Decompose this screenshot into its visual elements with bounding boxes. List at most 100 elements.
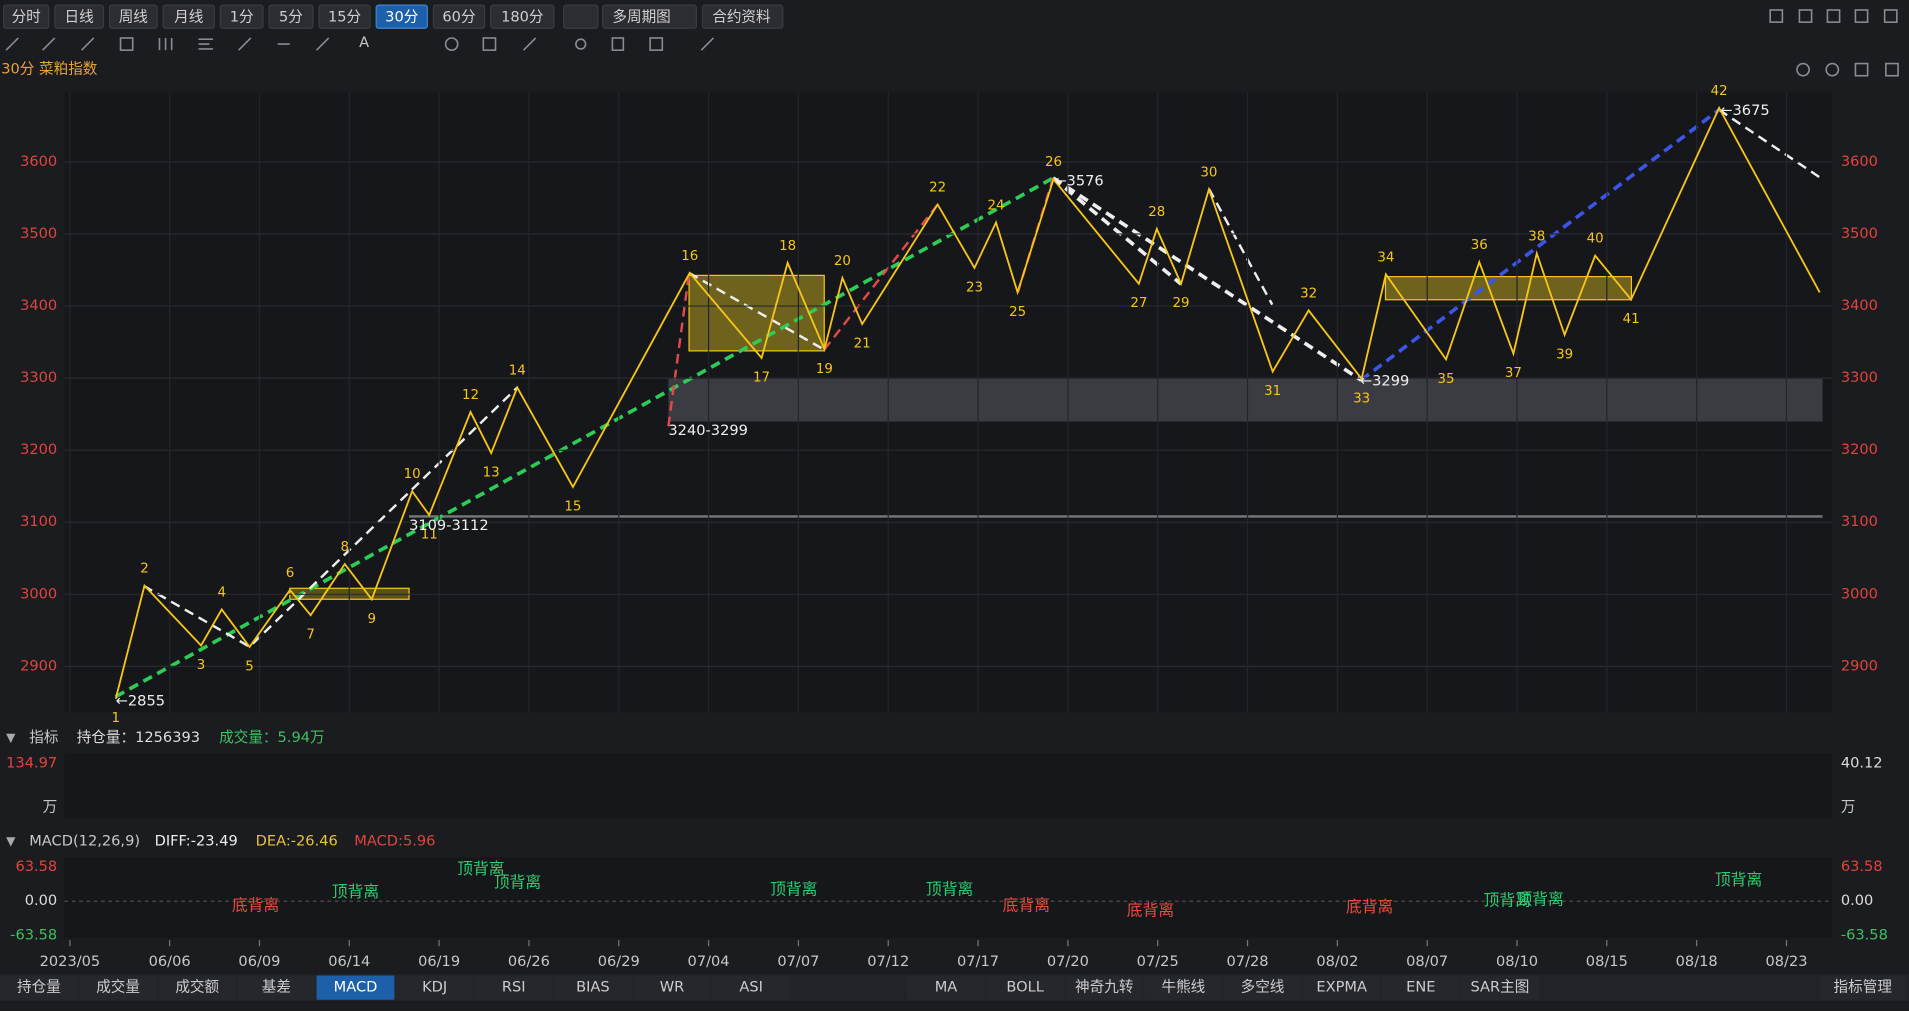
indicator-tab-label[interactable]: 成交额: [175, 978, 219, 996]
period-button[interactable]: [54, 4, 105, 29]
y-tick-label: 3300: [20, 369, 57, 386]
y-tick-label-right: 3200: [1841, 441, 1878, 458]
wave-label: 30: [1200, 165, 1217, 180]
indicator-tab-label[interactable]: RSI: [502, 979, 526, 996]
indicator-tab[interactable]: [395, 975, 474, 1000]
y-tick-label: 3200: [20, 441, 57, 458]
indicator-tab[interactable]: [712, 975, 791, 1000]
main-indicator-tab[interactable]: [1381, 975, 1460, 1000]
wave-line: [114, 105, 1821, 700]
period-label[interactable]: 5分: [279, 8, 303, 25]
indicator-tab[interactable]: [474, 975, 553, 1000]
period-button[interactable]: [318, 4, 371, 29]
period-label[interactable]: 15分: [328, 8, 362, 25]
macd-axis-label-right: -63.58: [1841, 926, 1888, 943]
indicator-tab-label[interactable]: MACD: [334, 979, 378, 996]
trend-line: [143, 386, 519, 649]
indicator-tab-label[interactable]: 持仓量: [17, 979, 61, 996]
indicator-tab[interactable]: [79, 975, 158, 1000]
divergence-label: 顶背离: [332, 882, 379, 901]
indicator-tab-label[interactable]: KDJ: [422, 979, 447, 996]
wave-label: 2: [140, 562, 149, 577]
wave-label: 16: [681, 249, 698, 264]
toolbar-button[interactable]: [701, 4, 784, 29]
main-indicator-tab[interactable]: [1065, 975, 1144, 1000]
indicator-tab-label[interactable]: ASI: [739, 979, 763, 996]
main-indicator-tab[interactable]: [907, 975, 985, 1000]
indicator-tab-label[interactable]: 成交量: [96, 978, 140, 996]
manage-button[interactable]: [1820, 975, 1906, 1000]
indicator-tab[interactable]: [0, 975, 78, 1000]
indicator-tab[interactable]: [553, 975, 632, 1000]
y-tick-label: 3100: [20, 513, 57, 530]
main-indicator-tab-label[interactable]: MA: [935, 979, 958, 996]
toolbar-label[interactable]: 多周期图: [612, 8, 670, 25]
main-indicator-tab-label[interactable]: 多空线: [1241, 979, 1285, 996]
divergence-label: 底背离: [1127, 900, 1174, 919]
x-tick-label: 07/12: [867, 953, 909, 970]
main-indicator-tab-label[interactable]: SAR主图: [1470, 979, 1529, 996]
main-indicator-tab-label[interactable]: BOLL: [1006, 979, 1044, 996]
axis-label: 40.12: [1841, 755, 1883, 772]
drawing-tools[interactable]: [5, 9, 1899, 77]
main-indicator-tab[interactable]: [1223, 975, 1302, 1000]
panel-toggle[interactable]: ▼: [6, 731, 16, 745]
period-label[interactable]: 30分: [385, 8, 419, 25]
period-label[interactable]: 周线: [119, 8, 149, 25]
indicator-tab-label[interactable]: 基差: [262, 979, 291, 996]
wave-label: 42: [1711, 84, 1728, 99]
period-button[interactable]: [162, 4, 215, 29]
wave-label: 19: [816, 362, 833, 377]
period-button[interactable]: [108, 4, 158, 29]
panel-toggle[interactable]: ▼: [6, 834, 16, 848]
period-label[interactable]: 月线: [174, 8, 204, 25]
toolbar-label[interactable]: 合约资料: [712, 8, 771, 25]
x-tick-label: 06/06: [149, 953, 191, 970]
indicator-tab-label[interactable]: BIAS: [576, 979, 610, 996]
period-label[interactable]: 1分: [230, 8, 254, 25]
indicator-tab[interactable]: [237, 975, 316, 1000]
wave-label: 35: [1438, 372, 1455, 387]
manage-label[interactable]: 指标管理: [1834, 979, 1893, 996]
main-indicator-tab[interactable]: [1460, 975, 1539, 1000]
y-tick-label: 3400: [20, 297, 57, 314]
main-indicator-tab-label[interactable]: 神奇九转: [1075, 979, 1133, 996]
x-tick-label: 08/07: [1406, 953, 1448, 970]
indicator-tab[interactable]: [633, 975, 712, 1000]
period-button[interactable]: [375, 4, 428, 29]
main-indicator-tab[interactable]: [1144, 975, 1223, 1000]
x-tick-label: 2023/05: [40, 953, 101, 970]
main-indicator-tab[interactable]: [986, 975, 1065, 1000]
main-indicator-tab-label[interactable]: EXPMA: [1316, 979, 1367, 996]
period-button[interactable]: [490, 4, 555, 29]
main-indicator-tab[interactable]: [1302, 975, 1381, 1000]
wave-label: 31: [1264, 384, 1281, 399]
y-tick-label: 3000: [20, 585, 57, 602]
macd-axis-label: 63.58: [15, 858, 57, 875]
indicator-area: [64, 753, 1833, 819]
wave-label: 5: [245, 659, 254, 674]
main-indicator-tab-label[interactable]: 牛熊线: [1161, 979, 1205, 996]
toolbar-button[interactable]: [602, 4, 698, 29]
main-indicator-tab-label[interactable]: ENE: [1406, 979, 1435, 996]
wave-label: 15: [564, 499, 581, 514]
y-tick-label-right: 2900: [1841, 657, 1878, 674]
period-button[interactable]: [268, 4, 314, 29]
trend-line: [114, 176, 1054, 699]
period-button[interactable]: [3, 4, 50, 29]
period-label[interactable]: 分时: [12, 8, 42, 25]
wave-label: 6: [286, 566, 295, 581]
period-label[interactable]: 60分: [442, 8, 476, 25]
period-button[interactable]: [432, 4, 486, 29]
indicator-tab[interactable]: [158, 975, 237, 1000]
macd-axis-label-right: 63.58: [1841, 858, 1883, 875]
wave-label: 8: [341, 540, 350, 555]
text-tool[interactable]: A: [359, 34, 369, 51]
period-button[interactable]: [219, 4, 264, 29]
period-label[interactable]: 180分: [501, 8, 544, 25]
more-button[interactable]: [563, 4, 599, 29]
indicator-tab[interactable]: [316, 975, 395, 1000]
indicator-tab-label[interactable]: WR: [660, 979, 685, 996]
period-label[interactable]: 日线: [65, 8, 95, 25]
divergence-label: 顶背离: [457, 859, 504, 878]
